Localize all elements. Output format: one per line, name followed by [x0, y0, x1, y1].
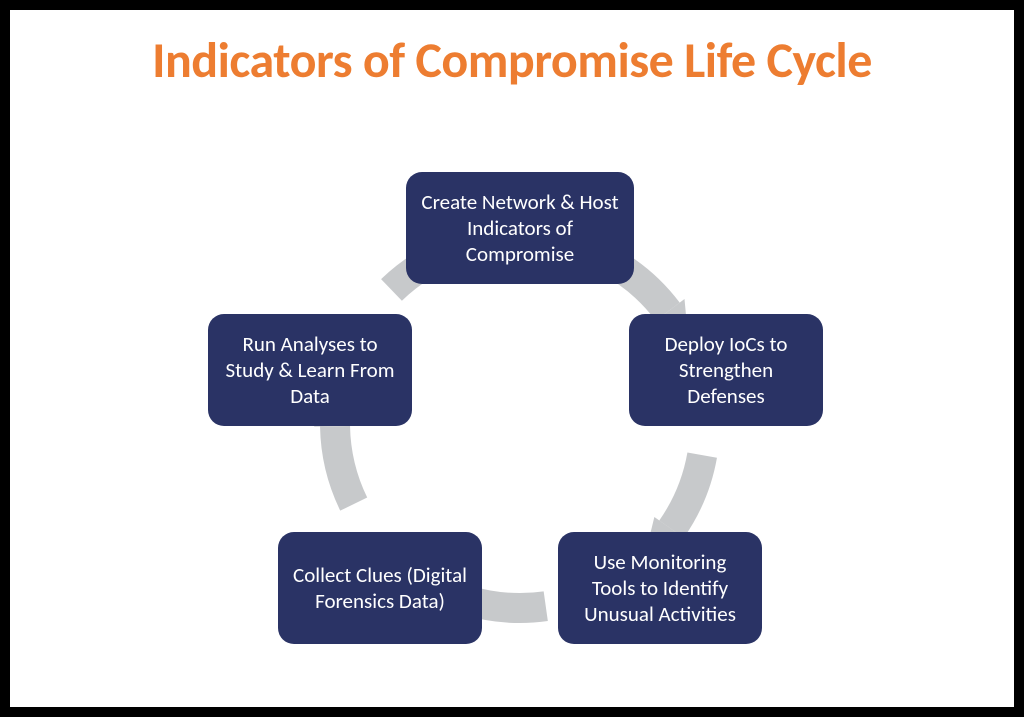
cycle-node-2: Deploy IoCs to Strengthen Defenses [629, 314, 823, 426]
cycle-ring [10, 10, 1014, 707]
cycle-node-label: Create Network & Host Indicators of Comp… [420, 189, 620, 268]
cycle-node-3: Use Monitoring Tools to Identify Unusual… [558, 532, 762, 644]
cycle-node-label: Deploy IoCs to Strengthen Defenses [643, 331, 809, 410]
cycle-node-label: Run Analyses to Study & Learn From Data [222, 331, 398, 410]
diagram-frame: Indicators of Compromise Life Cycle Crea… [0, 0, 1024, 717]
cycle-node-label: Collect Clues (Digital Forensics Data) [292, 562, 468, 615]
page-title: Indicators of Compromise Life Cycle [10, 30, 1014, 91]
cycle-node-5: Run Analyses to Study & Learn From Data [208, 314, 412, 426]
cycle-node-4: Collect Clues (Digital Forensics Data) [278, 532, 482, 644]
cycle-node-label: Use Monitoring Tools to Identify Unusual… [572, 549, 748, 628]
cycle-node-1: Create Network & Host Indicators of Comp… [406, 172, 634, 284]
